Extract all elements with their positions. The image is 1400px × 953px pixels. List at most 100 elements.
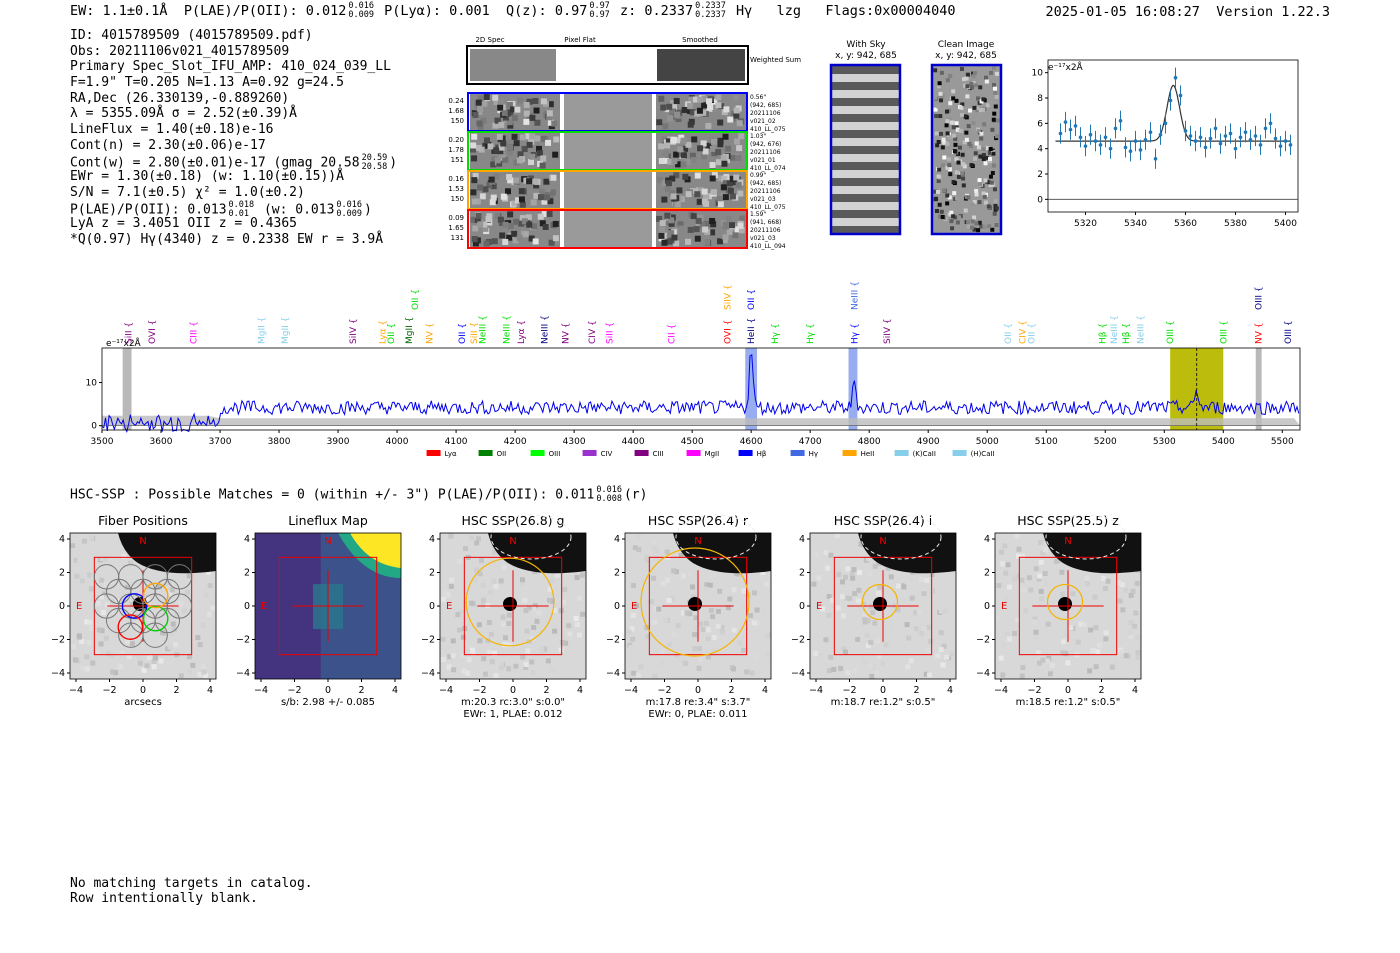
spectrum-xtick-label: 4600 <box>740 437 763 447</box>
full-spectrum-plot: e⁻¹⁷x2Å 0 10 3500 3600 3700 3800 3900 4000 4100 4… <box>86 281 1301 458</box>
cutout-row-value: 0.09 <box>448 214 464 222</box>
info-lya: LyA z = 3.4051 OII z = 0.4365 <box>70 216 297 232</box>
thumb-noise <box>546 597 552 603</box>
thumb-noise <box>1053 558 1059 564</box>
thumb-noise <box>1112 661 1118 667</box>
thumb-xtick-label: 4 <box>947 685 953 696</box>
thumb-noise <box>644 554 650 560</box>
cutout-noise <box>475 144 482 151</box>
thumb-noise <box>104 602 110 608</box>
clean-noise <box>978 108 983 113</box>
thumb-noise <box>703 667 709 673</box>
clean-noise <box>934 131 939 136</box>
zoom-data-point <box>1283 139 1288 143</box>
thumb-noise <box>1063 651 1069 657</box>
thumb-noise <box>839 594 845 600</box>
spectrum-line-label: OIII { <box>1284 320 1294 344</box>
thumb-noise <box>1070 591 1076 597</box>
thumb-xtick-label: −4 <box>994 685 1008 696</box>
zoom-data-point <box>1058 131 1063 136</box>
clean-noise <box>939 70 944 75</box>
cutout-noise <box>689 109 696 116</box>
thumb-noise <box>671 568 677 574</box>
thumb-noise <box>1103 630 1109 636</box>
thumb-noise <box>522 597 528 603</box>
thumb-noise <box>103 635 109 641</box>
info-ewr: EWr = 1.30(±0.18) (w: 1.10(±0.15))Å <box>70 169 344 185</box>
thumb-caption: m:18.5 re:1.2" s:0.5" <box>1016 697 1121 708</box>
thumb-noise <box>1038 559 1044 565</box>
thumb-noise <box>828 654 834 660</box>
thumb-noise <box>119 650 125 656</box>
thumb-ytick-label: −4 <box>51 668 65 679</box>
thumb-noise <box>841 613 847 619</box>
cutout-noise <box>656 119 663 126</box>
cutout-noise <box>512 218 519 225</box>
cutout-noise <box>506 174 513 181</box>
spectrum-line-label: NeIII { <box>850 281 860 310</box>
thumb-noise <box>1039 596 1045 602</box>
cutout-noise <box>477 95 484 102</box>
clean-noise <box>945 131 950 136</box>
cutout-noise <box>688 96 695 103</box>
thumb-xtick-label: −4 <box>624 685 638 696</box>
spectrum-line-label: Hβ { <box>1122 323 1132 344</box>
thumb-noise <box>884 662 890 668</box>
spectrum-error-band <box>102 415 1300 426</box>
cutout-noise <box>506 234 513 241</box>
spectrum-xtick-label: 5300 <box>1153 437 1176 447</box>
thumb-xtick-label: 0 <box>325 685 331 696</box>
hsc-summary: HSC-SSP : Possible Matches = 0 (within +… <box>70 486 647 504</box>
thumb-ytick-label: −2 <box>51 635 65 646</box>
cutout-noise <box>717 141 724 148</box>
clean-noise <box>984 79 989 84</box>
clean-noise <box>935 189 940 194</box>
cutout-noise <box>673 240 680 247</box>
thumb-noise <box>558 647 564 653</box>
cutout-noise <box>517 151 524 158</box>
zoom-data-point <box>1158 132 1163 137</box>
cutout-noise <box>697 187 704 194</box>
thumb-noise <box>632 545 638 551</box>
thumb-noise <box>550 578 556 584</box>
cutout-noise <box>480 117 487 124</box>
sky-band <box>832 202 899 210</box>
spectrum-xtick-label: 5500 <box>1271 437 1294 447</box>
thumb-noise <box>182 608 188 614</box>
north-label: N <box>509 536 516 547</box>
clean-noise <box>971 81 976 86</box>
cutout-side-label: 410_LL_074 <box>750 165 786 172</box>
thumb-noise <box>487 589 493 595</box>
clean-noise <box>988 146 993 151</box>
info-plae-lo: 0.01 <box>228 208 250 219</box>
cutout-noise <box>474 217 481 224</box>
sky-panels: With Sky x, y: 942, 685 Clean Image x, y… <box>829 40 1003 236</box>
thumb-noise <box>551 607 557 613</box>
clean-noise <box>938 91 943 96</box>
cutout-noise <box>537 213 544 220</box>
thumb-noise <box>1093 664 1099 670</box>
clean-noise <box>963 208 968 213</box>
thumb-ytick-label: −2 <box>606 635 620 646</box>
thumb-xtick-label: −4 <box>439 685 453 696</box>
thumb-xtick-label: 2 <box>913 685 919 696</box>
cutout-noise <box>493 99 500 106</box>
clean-noise <box>978 85 983 90</box>
cutout-strip <box>564 133 652 169</box>
thumb-noise <box>169 659 175 665</box>
thumb-noise <box>126 654 132 660</box>
zoom-line-fit-plot: e⁻¹⁷x2Å 0 2 4 6 8 10 5320 5340 5360 5380 5400 <box>1032 59 1299 229</box>
clean-noise <box>965 84 970 89</box>
thumb-noise <box>1043 581 1049 587</box>
thumb-noise <box>554 572 560 578</box>
thumb-noise <box>499 661 505 667</box>
cutout-noise <box>501 110 508 117</box>
thumb-noise <box>660 649 666 655</box>
thumb-noise <box>99 577 105 583</box>
cutout-noise <box>704 214 711 221</box>
cutout-noise <box>709 229 716 236</box>
cutout-noise <box>470 146 477 153</box>
zoom-data-point <box>1238 135 1243 140</box>
cutout-noise <box>658 95 665 102</box>
thumb-noise <box>1078 621 1084 627</box>
